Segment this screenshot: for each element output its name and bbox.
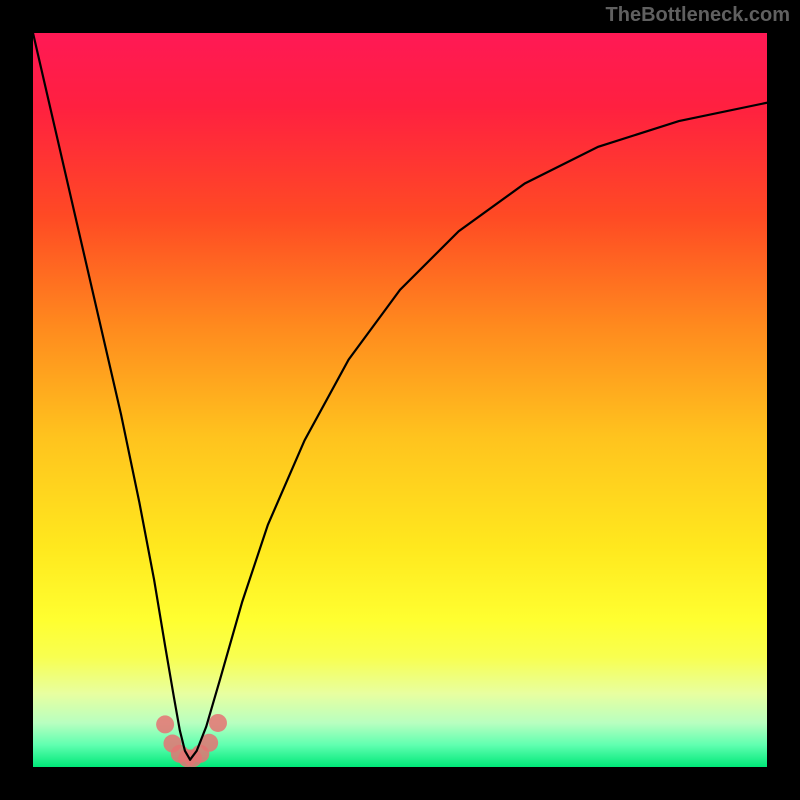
curve-right-branch bbox=[190, 103, 767, 760]
watermark-text: TheBottleneck.com bbox=[606, 4, 790, 27]
plot-area bbox=[33, 33, 767, 767]
curve-left-branch bbox=[33, 33, 190, 760]
chart-outer: TheBottleneck.com bbox=[0, 0, 800, 800]
valley-marker bbox=[156, 715, 174, 733]
valley-marker bbox=[209, 714, 227, 732]
curve-layer bbox=[33, 33, 767, 767]
